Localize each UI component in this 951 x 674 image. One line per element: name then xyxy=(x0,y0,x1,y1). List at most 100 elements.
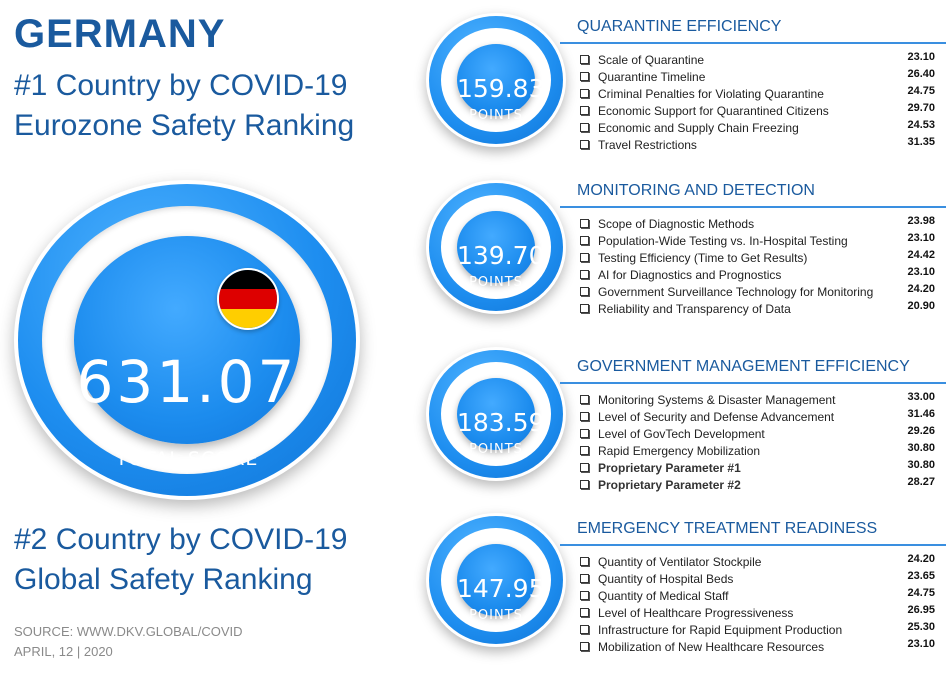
total-score-label: TOTAL SCORE xyxy=(115,448,259,470)
list-item: Level of GovTech Development 29.26 xyxy=(580,425,935,442)
section-title: EMERGENCY TREATMENT READINESS xyxy=(577,520,878,537)
criterion-name: AI for Diagnostics and Prognostics xyxy=(598,267,782,282)
checkbox-icon xyxy=(580,55,589,64)
list-item: Level of Security and Defense Advancemen… xyxy=(580,408,935,425)
points-value: 139.70 xyxy=(457,241,545,270)
criterion-name: Level of Healthcare Progressiveness xyxy=(598,605,794,620)
criterion-score: 23.98 xyxy=(907,214,935,227)
criterion-name: Scale of Quarantine xyxy=(598,52,705,67)
criterion-score: 20.90 xyxy=(907,299,935,312)
criterion-score: 24.42 xyxy=(907,248,935,261)
global-ranking-line1: #2 Country by COVID-19 xyxy=(14,523,348,556)
criterion-score: 33.00 xyxy=(907,390,935,403)
section-title: GOVERNMENT MANAGEMENT EFFICIENCY xyxy=(577,358,910,375)
criterion-score: 24.53 xyxy=(907,118,935,131)
criterion-score: 29.26 xyxy=(907,424,935,437)
criterion-score: 23.10 xyxy=(907,50,935,63)
checkbox-icon xyxy=(580,591,589,600)
list-item: Government Surveillance Technology for M… xyxy=(580,283,935,300)
criterion-score: 23.10 xyxy=(907,637,935,650)
global-ranking: #2 Country by COVID-19 Global Safety Ran… xyxy=(14,520,347,600)
points-label: POINTS xyxy=(469,442,523,457)
points-value: 159.83 xyxy=(457,74,545,103)
criterion-name: Mobilization of New Healthcare Resources xyxy=(598,639,825,654)
criterion-name: Quantity of Ventilator Stockpile xyxy=(598,554,762,569)
source-url: SOURCE: WWW.DKV.GLOBAL/COVID xyxy=(14,624,243,639)
points-badge: 159.83 POINTS xyxy=(426,13,566,147)
points-value: 147.95 xyxy=(457,574,545,603)
criterion-name: Testing Efficiency (Time to Get Results) xyxy=(598,250,808,265)
criterion-score: 31.35 xyxy=(907,135,935,148)
list-item: Testing Efficiency (Time to Get Results)… xyxy=(580,249,935,266)
criterion-score: 24.20 xyxy=(907,282,935,295)
criterion-name: Infrastructure for Rapid Equipment Produ… xyxy=(598,622,843,637)
criterion-score: 25.30 xyxy=(907,620,935,633)
criterion-score: 23.10 xyxy=(907,231,935,244)
checkbox-icon xyxy=(580,89,589,98)
checkbox-icon xyxy=(580,625,589,634)
criterion-name: Government Surveillance Technology for M… xyxy=(598,284,874,299)
checkbox-icon xyxy=(580,429,589,438)
checkbox-icon xyxy=(580,219,589,228)
criterion-score: 30.80 xyxy=(907,441,935,454)
checkbox-icon xyxy=(580,140,589,149)
list-item: Level of Healthcare Progressiveness 26.95 xyxy=(580,604,935,621)
list-item: Rapid Emergency Mobilization 30.80 xyxy=(580,442,935,459)
criterion-score: 24.75 xyxy=(907,84,935,97)
list-item: Economic and Supply Chain Freezing 24.53 xyxy=(580,119,935,136)
checkbox-icon xyxy=(580,123,589,132)
criterion-name: Quantity of Medical Staff xyxy=(598,588,729,603)
list-item: Economic Support for Quarantined Citizen… xyxy=(580,102,935,119)
criterion-name: Proprietary Parameter #2 xyxy=(598,477,741,492)
criterion-name: Monitoring Systems & Disaster Management xyxy=(598,392,836,407)
points-badge: 183.59 POINTS xyxy=(426,347,566,481)
criterion-name: Level of GovTech Development xyxy=(598,426,765,441)
list-item: Quantity of Medical Staff 24.75 xyxy=(580,587,935,604)
criteria-list: Scope of Diagnostic Methods 23.98 Populati… xyxy=(580,215,935,317)
criteria-list: Monitoring Systems & Disaster Management… xyxy=(580,391,935,493)
checkbox-icon xyxy=(580,253,589,262)
list-item: Monitoring Systems & Disaster Management… xyxy=(580,391,935,408)
criterion-name: Rapid Emergency Mobilization xyxy=(598,443,761,458)
list-item: Travel Restrictions 31.35 xyxy=(580,136,935,153)
total-score-badge: 631.07 TOTAL SCORE xyxy=(14,180,360,500)
points-label: POINTS xyxy=(469,608,523,623)
criterion-score: 26.95 xyxy=(907,603,935,616)
criterion-score: 26.40 xyxy=(907,67,935,80)
total-score-value: 631.07 xyxy=(76,348,298,416)
section-divider xyxy=(560,206,946,208)
country-title: GERMANY xyxy=(14,12,226,56)
list-item: Quantity of Ventilator Stockpile 24.20 xyxy=(580,553,935,570)
criterion-name: Level of Security and Defense Advancemen… xyxy=(598,409,835,424)
points-badge: 139.70 POINTS xyxy=(426,180,566,314)
checkbox-icon xyxy=(580,446,589,455)
eurozone-ranking-line1: #1 Country by COVID-19 xyxy=(14,69,348,102)
criterion-name: Quarantine Timeline xyxy=(598,69,706,84)
checkbox-icon xyxy=(580,304,589,313)
points-badge: 147.95 POINTS xyxy=(426,513,566,647)
criteria-list: Quantity of Ventilator Stockpile 24.20 Qua… xyxy=(580,553,935,655)
list-item: Proprietary Parameter #1 30.80 xyxy=(580,459,935,476)
list-item: Quantity of Hospital Beds 23.65 xyxy=(580,570,935,587)
checkbox-icon xyxy=(580,72,589,81)
criteria-list: Scale of Quarantine 23.10 Quarantine Timel… xyxy=(580,51,935,153)
checkbox-icon xyxy=(580,106,589,115)
eurozone-ranking-line2: Eurozone Safety Ranking xyxy=(14,109,355,142)
criterion-score: 24.75 xyxy=(907,586,935,599)
criterion-score: 31.46 xyxy=(907,407,935,420)
criterion-name: Economic and Supply Chain Freezing xyxy=(598,120,799,135)
checkbox-icon xyxy=(580,463,589,472)
criterion-score: 24.20 xyxy=(907,552,935,565)
checkbox-icon xyxy=(580,557,589,566)
checkbox-icon xyxy=(580,412,589,421)
list-item: Scope of Diagnostic Methods 23.98 xyxy=(580,215,935,232)
checkbox-icon xyxy=(580,236,589,245)
list-item: Quarantine Timeline 26.40 xyxy=(580,68,935,85)
checkbox-icon xyxy=(580,270,589,279)
criterion-name: Reliability and Transparency of Data xyxy=(598,301,791,316)
global-ranking-line2: Global Safety Ranking xyxy=(14,563,313,596)
checkbox-icon xyxy=(580,608,589,617)
criterion-name: Travel Restrictions xyxy=(598,137,697,152)
points-value: 183.59 xyxy=(457,408,545,437)
criterion-name: Quantity of Hospital Beds xyxy=(598,571,734,586)
